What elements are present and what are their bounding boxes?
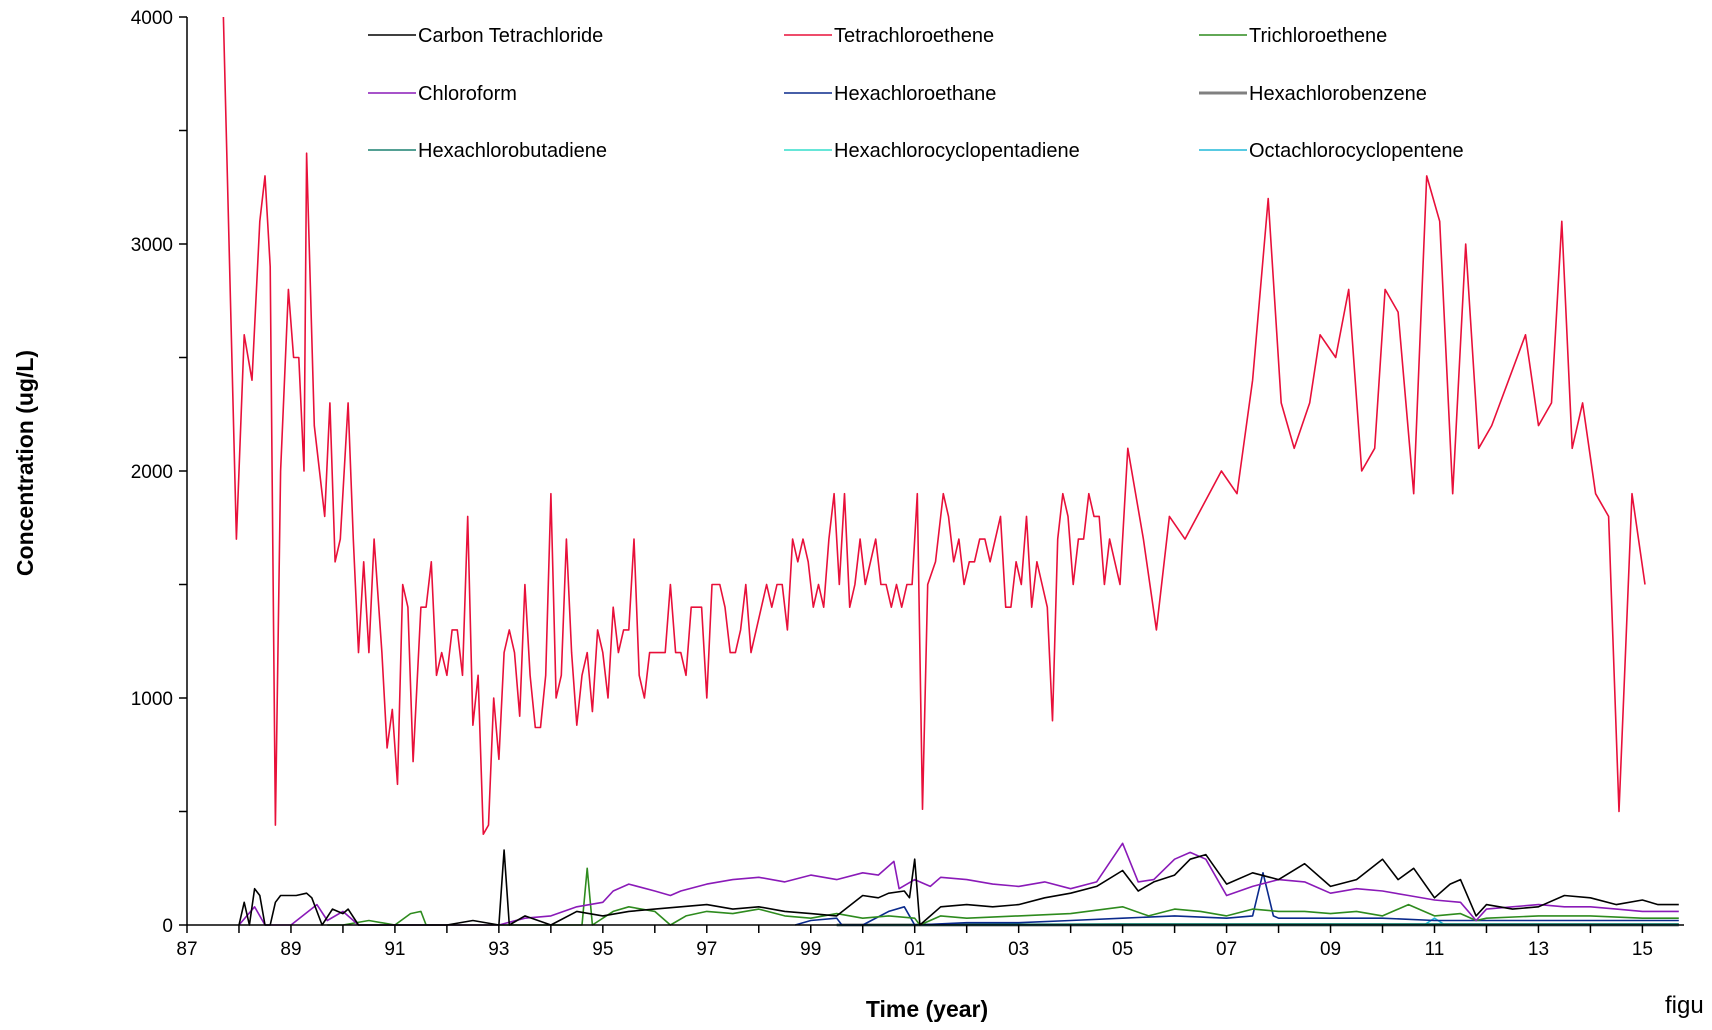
x-tick-label: 99 [800, 939, 821, 960]
x-tick-label: 09 [1320, 939, 1341, 960]
y-tick-label: 1000 [131, 689, 173, 710]
legend-label-chloroform: Chloroform [418, 83, 517, 105]
x-tick-label: 15 [1632, 939, 1653, 960]
legend-label-trichloroethene: Trichloroethene [1249, 25, 1387, 47]
legend-label-hexachlorocyclopentadiene: Hexachlorocyclopentadiene [834, 140, 1080, 162]
series-line-tetrachloroethene [222, 16, 1646, 836]
x-tick-label: 93 [488, 939, 509, 960]
y-tick-label: 3000 [131, 235, 173, 256]
axes-layer: 0 1000 2000 3000 4000 87 89 91 93 95 97 99 01 03 05 07 0… [131, 8, 1684, 960]
y-axis-title: Concentration (ug/L) [12, 350, 38, 576]
y-tick-label: 4000 [131, 8, 173, 29]
x-tick-label: 11 [1425, 939, 1445, 960]
legend-label-hexachlorobutadiene: Hexachlorobutadiene [418, 140, 607, 162]
x-tick-label: 13 [1528, 939, 1549, 960]
legend-label-hexachlorobenzene: Hexachlorobenzene [1249, 83, 1427, 105]
series-line-carbon-tetrachloride [238, 849, 1679, 926]
legend-label-carbon-tetrachloride: Carbon Tetrachloride [418, 25, 603, 47]
x-tick-label: 89 [280, 939, 301, 960]
series-line-chloroform [238, 842, 1679, 926]
x-tick-label: 97 [696, 939, 717, 960]
legend-label-octachlorocyclopentene: Octachlorocyclopentene [1249, 140, 1464, 162]
x-tick-label: 91 [384, 939, 405, 960]
x-tick-label: 01 [904, 939, 925, 960]
y-tick-label: 2000 [131, 462, 173, 483]
x-tick-label: 95 [592, 939, 613, 960]
x-tick-label: 07 [1216, 939, 1237, 960]
legend-label-hexachloroethane: Hexachloroethane [834, 83, 996, 105]
x-tick-label: 87 [176, 939, 197, 960]
page-note-text: figu [1665, 992, 1704, 1019]
x-tick-label: 05 [1112, 939, 1133, 960]
x-axis-title: Time (year) [866, 996, 988, 1022]
x-tick-label: 03 [1008, 939, 1029, 960]
legend-label-tetrachloroethene: Tetrachloroethene [834, 25, 994, 47]
y-tick-label: 0 [162, 916, 173, 937]
legend: Carbon Tetrachloride Tetrachloroethene Tri… [368, 25, 1464, 162]
